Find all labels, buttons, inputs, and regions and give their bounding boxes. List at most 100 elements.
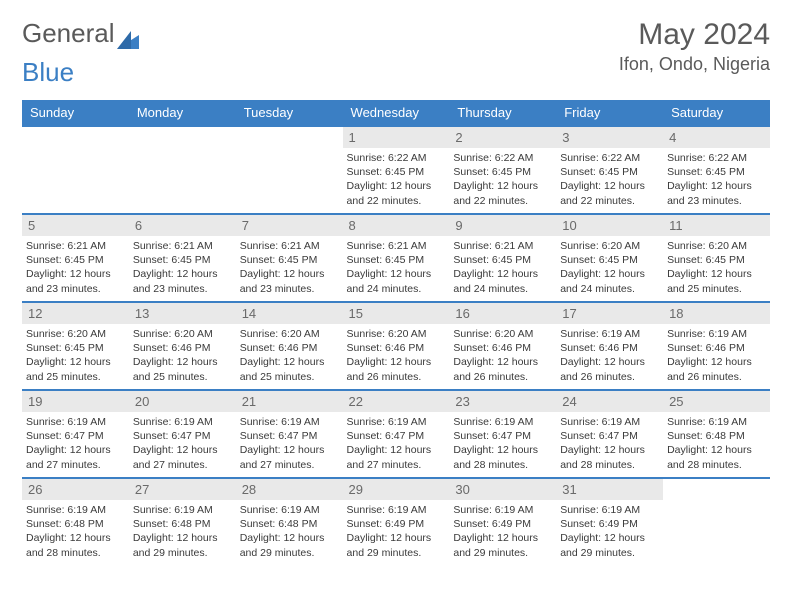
daylight-line: Daylight: 12 hours and 24 minutes.: [560, 267, 659, 295]
daylight-line: Daylight: 12 hours and 27 minutes.: [240, 443, 339, 471]
day-number: 16: [449, 303, 556, 324]
sunset-line: Sunset: 6:45 PM: [26, 341, 125, 355]
sunset-line: Sunset: 6:46 PM: [133, 341, 232, 355]
calendar-cell: 29Sunrise: 6:19 AMSunset: 6:49 PMDayligh…: [343, 478, 450, 566]
calendar-cell: 21Sunrise: 6:19 AMSunset: 6:47 PMDayligh…: [236, 390, 343, 478]
day-info: Sunrise: 6:21 AMSunset: 6:45 PMDaylight:…: [129, 236, 236, 300]
calendar-week: 1 Sunrise: 6:22 AM Sunset: 6:45 PM Daylight…: [22, 126, 770, 214]
sunrise-line: Sunrise: 6:20 AM: [26, 327, 125, 341]
sunset-line: Sunset: 6:47 PM: [453, 429, 552, 443]
sunset-line: Sunset: 6:45 PM: [560, 253, 659, 267]
day-info: Sunrise: 6:19 AMSunset: 6:47 PMDaylight:…: [343, 412, 450, 476]
sunset-line: Sunset: 6:45 PM: [453, 253, 552, 267]
daylight-line: Daylight: 12 hours and 25 minutes.: [667, 267, 766, 295]
page-title: May 2024: [619, 18, 770, 52]
calendar-cell: 9Sunrise: 6:21 AMSunset: 6:45 PMDaylight…: [449, 214, 556, 302]
daylight-line: Daylight: 12 hours and 24 minutes.: [347, 267, 446, 295]
sunset-line: Sunset: 6:48 PM: [667, 429, 766, 443]
calendar-header-row: Sunday Monday Tuesday Wednesday Thursday…: [22, 100, 770, 126]
sunset-line: Sunset: 6:49 PM: [347, 517, 446, 531]
sunset-line: Sunset: 6:47 PM: [560, 429, 659, 443]
day-number: 6: [129, 215, 236, 236]
sunset-line: Sunset: 6:47 PM: [347, 429, 446, 443]
day-number: 23: [449, 391, 556, 412]
day-number: 5: [22, 215, 129, 236]
calendar-cell: 31Sunrise: 6:19 AMSunset: 6:49 PMDayligh…: [556, 478, 663, 566]
day-number: 17: [556, 303, 663, 324]
day-number: 22: [343, 391, 450, 412]
sunset-line: Sunset: 6:45 PM: [240, 253, 339, 267]
sunrise-line: Sunrise: 6:20 AM: [133, 327, 232, 341]
day-info: Sunrise: 6:19 AMSunset: 6:48 PMDaylight:…: [22, 500, 129, 564]
daylight-line: Daylight: 12 hours and 29 minutes.: [133, 531, 232, 559]
brand-logo: General: [22, 18, 139, 49]
sunset-line: Sunset: 6:46 PM: [667, 341, 766, 355]
calendar-body: 1Sunrise: 6:22 AMSunset: 6:45 PMDaylight…: [22, 126, 770, 566]
day-info: Sunrise: 6:19 AMSunset: 6:47 PMDaylight:…: [22, 412, 129, 476]
daylight-line: Daylight: 12 hours and 26 minutes.: [560, 355, 659, 383]
logo-sail-icon: [117, 25, 139, 43]
brand-name-b: Blue: [22, 57, 74, 87]
daylight-line: Daylight: 12 hours and 28 minutes.: [26, 531, 125, 559]
sunrise-line: Sunrise: 6:19 AM: [26, 503, 125, 517]
day-number: 25: [663, 391, 770, 412]
sunset-line: Sunset: 6:46 PM: [453, 341, 552, 355]
day-info: Sunrise: 6:19 AMSunset: 6:47 PMDaylight:…: [556, 412, 663, 476]
calendar-cell: 26Sunrise: 6:19 AMSunset: 6:48 PMDayligh…: [22, 478, 129, 566]
sunrise-line: Sunrise: 6:19 AM: [453, 415, 552, 429]
day-number: 12: [22, 303, 129, 324]
sunset-line: Sunset: 6:45 PM: [667, 253, 766, 267]
daylight-line: Daylight: 12 hours and 29 minutes.: [560, 531, 659, 559]
day-number: 26: [22, 479, 129, 500]
sunrise-line: Sunrise: 6:20 AM: [667, 239, 766, 253]
day-info: Sunrise: 6:20 AMSunset: 6:46 PMDaylight:…: [449, 324, 556, 388]
sunrise-line: Sunrise: 6:20 AM: [240, 327, 339, 341]
day-number: 27: [129, 479, 236, 500]
day-number: 28: [236, 479, 343, 500]
sunset-line: Sunset: 6:45 PM: [347, 253, 446, 267]
day-info: Sunrise: 6:20 AMSunset: 6:46 PMDaylight:…: [343, 324, 450, 388]
day-number: 21: [236, 391, 343, 412]
sunset-line: Sunset: 6:47 PM: [26, 429, 125, 443]
day-number: 4: [663, 127, 770, 148]
sunset-line: Sunset: 6:46 PM: [347, 341, 446, 355]
day-info: Sunrise: 6:20 AMSunset: 6:45 PMDaylight:…: [556, 236, 663, 300]
sunrise-line: Sunrise: 6:19 AM: [667, 327, 766, 341]
calendar-cell: 7Sunrise: 6:21 AMSunset: 6:45 PMDaylight…: [236, 214, 343, 302]
calendar-cell: 2Sunrise: 6:22 AMSunset: 6:45 PMDaylight…: [449, 126, 556, 214]
sunrise-line: Sunrise: 6:19 AM: [26, 415, 125, 429]
sunrise-line: Sunrise: 6:19 AM: [133, 503, 232, 517]
daylight-line: Daylight: 12 hours and 26 minutes.: [667, 355, 766, 383]
sunset-line: Sunset: 6:48 PM: [26, 517, 125, 531]
col-tuesday: Tuesday: [236, 100, 343, 126]
sunrise-line: Sunrise: 6:20 AM: [560, 239, 659, 253]
daylight-line: Daylight: 12 hours and 28 minutes.: [560, 443, 659, 471]
day-number: 9: [449, 215, 556, 236]
day-info: Sunrise: 6:19 AMSunset: 6:47 PMDaylight:…: [129, 412, 236, 476]
calendar-cell: 5Sunrise: 6:21 AMSunset: 6:45 PMDaylight…: [22, 214, 129, 302]
sunset-line: Sunset: 6:49 PM: [453, 517, 552, 531]
day-number: 20: [129, 391, 236, 412]
daylight-line: Daylight: 12 hours and 22 minutes.: [560, 179, 659, 207]
day-info: Sunrise: 6:20 AMSunset: 6:46 PMDaylight:…: [129, 324, 236, 388]
day-info: Sunrise: 6:19 AMSunset: 6:49 PMDaylight:…: [343, 500, 450, 564]
calendar-cell: 20Sunrise: 6:19 AMSunset: 6:47 PMDayligh…: [129, 390, 236, 478]
calendar-cell: 10Sunrise: 6:20 AMSunset: 6:45 PMDayligh…: [556, 214, 663, 302]
day-info: Sunrise: 6:19 AMSunset: 6:49 PMDaylight:…: [449, 500, 556, 564]
calendar-cell: 4Sunrise: 6:22 AMSunset: 6:45 PMDaylight…: [663, 126, 770, 214]
calendar-week: 26Sunrise: 6:19 AMSunset: 6:48 PMDayligh…: [22, 478, 770, 566]
day-number: 31: [556, 479, 663, 500]
day-number: 29: [343, 479, 450, 500]
day-number: 1: [343, 127, 450, 148]
daylight-line: Daylight: 12 hours and 23 minutes.: [240, 267, 339, 295]
sunrise-line: Sunrise: 6:21 AM: [347, 239, 446, 253]
calendar-table: Sunday Monday Tuesday Wednesday Thursday…: [22, 100, 770, 566]
daylight-line: Daylight: 12 hours and 29 minutes.: [240, 531, 339, 559]
daylight-line: Daylight: 12 hours and 25 minutes.: [26, 355, 125, 383]
sunrise-line: Sunrise: 6:22 AM: [560, 151, 659, 165]
col-saturday: Saturday: [663, 100, 770, 126]
day-number: 10: [556, 215, 663, 236]
calendar-cell: 3Sunrise: 6:22 AMSunset: 6:45 PMDaylight…: [556, 126, 663, 214]
calendar-cell: 12 Sunrise: 6:20 AMSunset: 6:45 PMDayligh…: [22, 302, 129, 390]
sunset-line: Sunset: 6:45 PM: [453, 165, 552, 179]
